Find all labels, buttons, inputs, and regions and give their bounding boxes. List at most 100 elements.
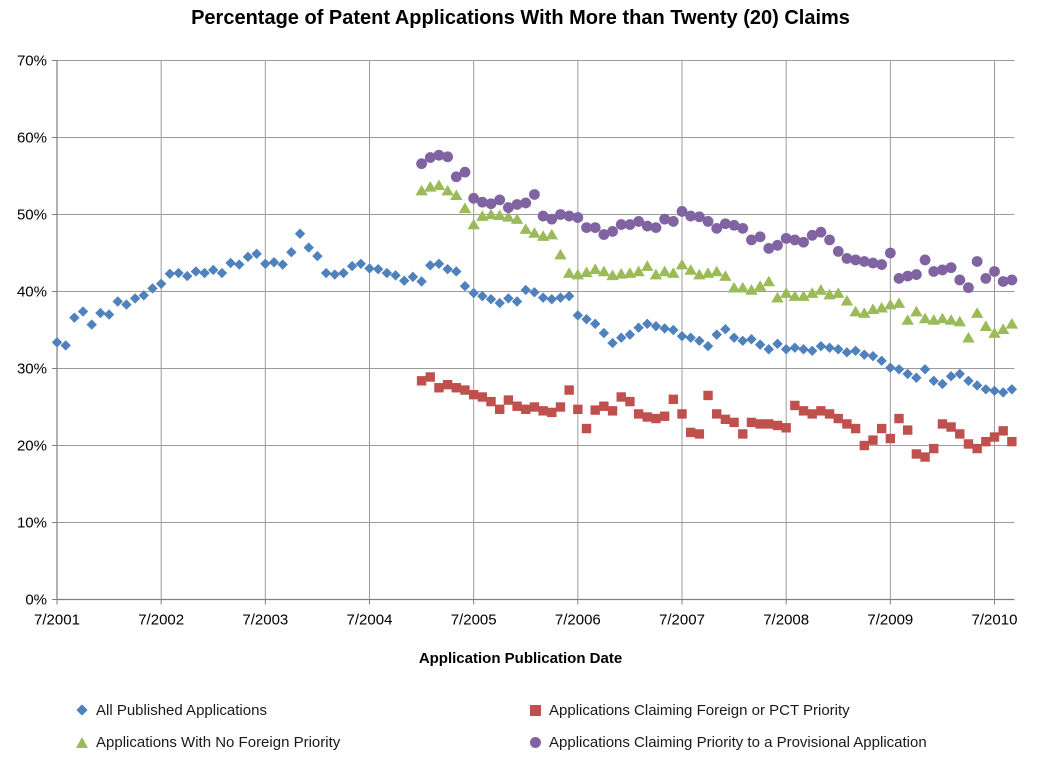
data-point-circle xyxy=(928,266,940,277)
data-point-circle xyxy=(485,198,497,210)
data-point-diamond xyxy=(815,340,827,352)
data-point-diamond xyxy=(372,263,384,275)
data-point-triangle xyxy=(927,314,940,325)
data-point-square xyxy=(416,376,427,386)
data-point-diamond xyxy=(685,332,696,343)
data-point-triangle xyxy=(727,281,741,293)
legend-item-all-published: All Published Applications xyxy=(76,701,267,719)
data-point-circle xyxy=(511,199,523,210)
data-point-triangle xyxy=(649,268,663,280)
data-point-diamond xyxy=(346,260,358,272)
x-tick-label: 7/2001 xyxy=(34,612,80,629)
data-point-diamond xyxy=(433,258,445,269)
data-point-square xyxy=(599,401,609,411)
data-point-circle xyxy=(572,212,584,223)
data-point-circle xyxy=(780,232,792,244)
data-point-diamond xyxy=(997,387,1009,398)
data-point-circle xyxy=(884,247,896,259)
data-point-square xyxy=(1007,436,1017,447)
data-point-square xyxy=(746,417,757,428)
data-point-triangle xyxy=(771,291,784,303)
data-point-circle xyxy=(728,219,740,231)
data-point-diamond xyxy=(173,267,184,279)
data-point-circle xyxy=(607,226,618,237)
data-point-circle xyxy=(919,254,931,266)
data-point-square xyxy=(503,395,514,405)
data-point-circle xyxy=(442,151,454,163)
data-point-circle xyxy=(789,234,801,246)
data-point-square xyxy=(998,426,1008,436)
data-point-diamond xyxy=(824,342,835,353)
data-point-triangle xyxy=(693,268,706,280)
y-tick-label: 0% xyxy=(25,592,47,609)
data-point-triangle xyxy=(467,218,480,230)
data-point-square xyxy=(937,419,948,429)
data-point-diamond xyxy=(711,329,722,340)
data-point-square xyxy=(451,383,462,393)
data-point-triangle xyxy=(953,315,966,327)
data-point-triangle xyxy=(719,270,732,281)
data-point-circle xyxy=(676,206,688,217)
legend-label: All Published Applications xyxy=(96,701,267,719)
data-point-triangle xyxy=(675,258,689,270)
legend-label: Applications With No Foreign Priority xyxy=(96,733,341,751)
data-point-triangle xyxy=(779,287,793,298)
data-point-square xyxy=(633,409,644,419)
data-point-circle xyxy=(650,222,662,233)
x-tick-label: 7/2009 xyxy=(867,612,913,629)
data-point-square xyxy=(911,449,922,459)
data-point-circle xyxy=(598,229,610,240)
data-point-diamond xyxy=(607,337,618,349)
data-point-circle xyxy=(980,273,992,284)
y-tick-label: 20% xyxy=(17,438,47,455)
data-point-diamond xyxy=(728,332,740,343)
x-tick-label: 7/2007 xyxy=(659,612,705,629)
data-point-circle xyxy=(815,226,827,238)
data-point-square xyxy=(668,394,679,404)
data-point-square xyxy=(955,429,965,439)
data-point-diamond xyxy=(598,327,610,339)
data-point-circle xyxy=(876,259,888,270)
data-point-diamond xyxy=(503,293,514,304)
data-point-triangle xyxy=(988,327,1001,338)
data-point-diamond xyxy=(303,242,314,253)
y-tick-label: 70% xyxy=(17,53,47,70)
data-point-square xyxy=(590,405,600,415)
data-point-triangle xyxy=(684,264,697,275)
data-point-triangle xyxy=(615,267,628,279)
data-point-square xyxy=(477,392,488,402)
x-tick-label: 7/2004 xyxy=(347,612,393,629)
data-point-diamond xyxy=(624,329,636,340)
x-tick-label: 7/2010 xyxy=(972,612,1018,629)
data-point-diamond xyxy=(225,257,236,269)
data-point-diamond xyxy=(69,312,80,323)
data-point-triangle xyxy=(736,281,749,293)
data-point-square xyxy=(738,429,748,439)
data-point-square xyxy=(659,411,670,421)
data-point-diamond xyxy=(928,375,939,387)
data-point-square xyxy=(468,389,479,400)
data-point-square xyxy=(573,404,583,415)
data-point-circle xyxy=(798,236,809,248)
data-point-diamond xyxy=(190,266,202,277)
data-point-square xyxy=(521,404,531,415)
data-point-circle xyxy=(997,276,1009,287)
data-point-square xyxy=(616,392,626,402)
data-point-square xyxy=(529,402,540,412)
data-point-diamond xyxy=(468,287,479,299)
data-point-triangle xyxy=(901,314,914,325)
data-point-diamond xyxy=(876,355,887,366)
data-point-circle xyxy=(746,234,757,246)
data-point-diamond xyxy=(954,368,965,380)
data-point-circle xyxy=(615,219,627,230)
data-point-circle xyxy=(711,222,723,234)
data-point-square xyxy=(824,409,835,419)
data-point-circle xyxy=(476,196,488,208)
data-point-triangle xyxy=(510,213,524,224)
data-point-square xyxy=(842,419,852,429)
data-point-square xyxy=(885,433,896,444)
data-point-circle xyxy=(963,282,974,294)
data-point-triangle xyxy=(918,312,932,324)
data-point-diamond xyxy=(989,385,1000,397)
data-point-triangle xyxy=(554,248,567,260)
